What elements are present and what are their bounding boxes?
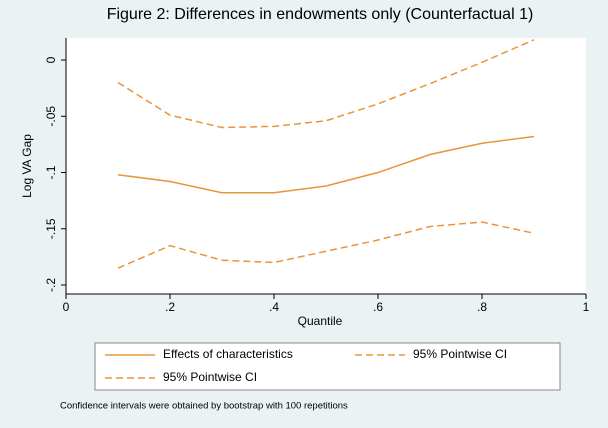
- series-line: [117, 135, 535, 194]
- series-line: [117, 39, 535, 129]
- legend-label: 95% Pointwise CI: [413, 347, 507, 361]
- y-axis-label: Log VA Gap: [20, 134, 34, 198]
- x-tick-label: .2: [165, 300, 175, 314]
- x-tick-label: 1: [583, 300, 590, 314]
- x-tick-label: .6: [373, 300, 383, 314]
- legend: [94, 342, 561, 391]
- y-tick-label: -.1: [44, 165, 58, 179]
- note: Confidence intervals were obtained by bo…: [60, 401, 348, 412]
- y-tick-label: -.05: [44, 106, 58, 127]
- series-line: [117, 221, 535, 269]
- y-tick-label: 0: [44, 56, 58, 63]
- legend-label: 95% Pointwise CI: [163, 370, 257, 384]
- x-axis-label: Quantile: [298, 314, 343, 328]
- y-tick-label: -.2: [44, 278, 58, 292]
- x-tick-label: .4: [269, 300, 279, 314]
- plot-area: [66, 38, 586, 294]
- legend-label: Effects of characteristics: [163, 347, 293, 361]
- y-tick-label: -.15: [44, 218, 58, 239]
- chart-title: Figure 2: Differences in endowments only…: [107, 6, 534, 23]
- x-tick-label: .8: [477, 300, 487, 314]
- x-tick-label: 0: [63, 300, 70, 314]
